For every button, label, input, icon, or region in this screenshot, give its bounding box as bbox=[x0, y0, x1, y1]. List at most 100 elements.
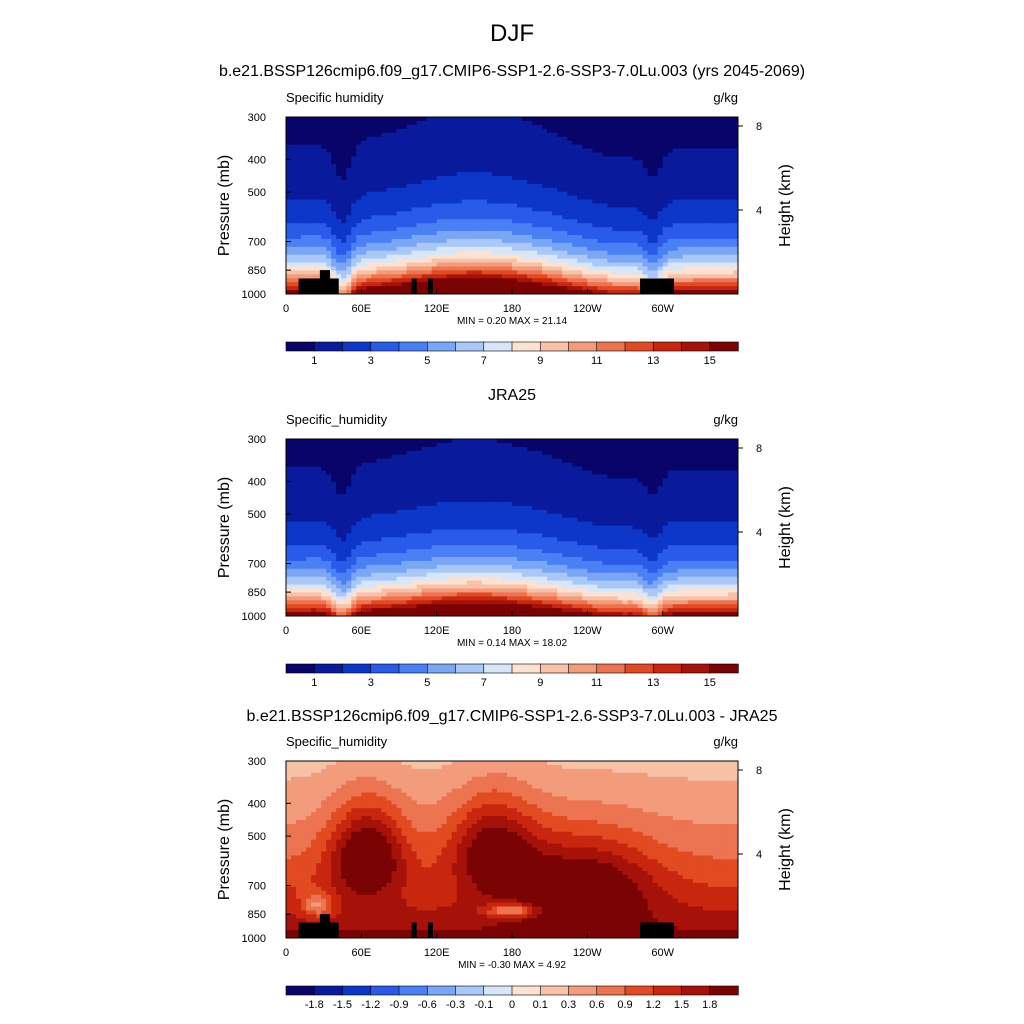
contour-cell bbox=[517, 172, 523, 177]
contour-cell bbox=[517, 278, 523, 283]
contour-cell bbox=[301, 498, 307, 503]
contour-cell bbox=[291, 290, 297, 294]
contour-cell bbox=[657, 140, 664, 146]
contour-cell bbox=[376, 568, 383, 574]
contour-cell bbox=[311, 466, 317, 472]
contour-cell bbox=[471, 128, 478, 134]
contour-cell bbox=[572, 270, 578, 275]
contour-cell bbox=[697, 274, 704, 279]
contour-cell bbox=[361, 588, 367, 593]
contour-cell bbox=[522, 262, 528, 268]
contour-cell bbox=[732, 227, 738, 232]
contour-cell bbox=[341, 557, 347, 562]
contour-cell bbox=[732, 160, 738, 165]
contour-cell bbox=[677, 160, 684, 165]
contour-cell bbox=[717, 282, 724, 287]
contour-cell bbox=[376, 290, 383, 294]
contour-cell bbox=[431, 183, 438, 189]
panel1-variable-label: Specific humidity bbox=[286, 90, 384, 105]
contour-cell bbox=[291, 580, 297, 586]
contour-cell bbox=[321, 568, 327, 574]
contour-cell bbox=[386, 238, 393, 244]
contour-cell bbox=[391, 235, 398, 240]
contour-cell bbox=[577, 286, 583, 291]
contour-cell bbox=[376, 242, 383, 248]
contour-cell bbox=[722, 266, 729, 271]
contour-cell bbox=[336, 117, 342, 122]
contour-cell bbox=[421, 199, 428, 205]
contour-cell bbox=[562, 144, 568, 150]
contour-cell bbox=[381, 144, 388, 150]
contour-cell bbox=[501, 282, 508, 287]
contour-cell bbox=[567, 215, 573, 220]
contour-cell bbox=[376, 124, 383, 130]
contour-cell bbox=[361, 557, 367, 562]
contour-cell bbox=[491, 258, 498, 264]
contour-cell bbox=[712, 223, 719, 228]
contour-cell bbox=[446, 136, 453, 142]
contour-cell bbox=[351, 203, 357, 209]
contour-cell bbox=[562, 242, 568, 248]
contour-cell bbox=[692, 191, 699, 197]
contour-cell bbox=[597, 203, 603, 209]
contour-cell bbox=[481, 152, 488, 157]
contour-cell bbox=[306, 262, 312, 268]
contour-cell bbox=[331, 136, 337, 142]
contour-cell bbox=[346, 608, 352, 613]
contour-cell bbox=[306, 144, 312, 150]
contour-cell bbox=[702, 258, 709, 264]
contour-cell bbox=[466, 183, 473, 189]
contour-cell bbox=[446, 124, 453, 130]
panel2-units-label: g/kg bbox=[713, 412, 738, 427]
contour-cell bbox=[366, 223, 372, 228]
contour-cell bbox=[537, 128, 543, 134]
contour-cell bbox=[356, 604, 362, 609]
contour-cell bbox=[296, 498, 302, 503]
contour-cell bbox=[527, 152, 533, 157]
contour-cell bbox=[371, 557, 377, 562]
contour-cell bbox=[321, 557, 327, 562]
contour-cell bbox=[396, 282, 403, 287]
contour-cell bbox=[537, 254, 543, 260]
contour-cell bbox=[501, 120, 508, 126]
contour-cell bbox=[607, 246, 614, 252]
contour-cell bbox=[371, 148, 377, 153]
contour-cell bbox=[411, 156, 418, 161]
contour-cell bbox=[652, 124, 659, 130]
contour-cell bbox=[732, 195, 738, 201]
contour-cell bbox=[707, 286, 714, 291]
contour-cell bbox=[572, 148, 578, 153]
contour-cell bbox=[506, 219, 513, 224]
contour-cell bbox=[451, 258, 458, 264]
contour-cell bbox=[411, 148, 418, 153]
contour-cell bbox=[501, 144, 508, 150]
contour-cell bbox=[346, 278, 352, 283]
contour-cell bbox=[592, 199, 598, 205]
contour-cell bbox=[416, 156, 423, 161]
contour-cell bbox=[371, 211, 377, 216]
contour-cell bbox=[687, 191, 694, 197]
contour-cell bbox=[361, 152, 367, 157]
contour-cell bbox=[416, 278, 423, 283]
contour-cell bbox=[326, 529, 332, 534]
contour-cell bbox=[311, 553, 317, 558]
contour-cell bbox=[567, 124, 573, 130]
contour-cell bbox=[366, 258, 372, 264]
contour-cell bbox=[396, 120, 403, 126]
contour-cell bbox=[371, 250, 377, 256]
contour-cell bbox=[692, 160, 699, 165]
contour-cell bbox=[692, 132, 699, 138]
contour-cell bbox=[491, 219, 498, 224]
contour-cell bbox=[532, 132, 538, 138]
contour-cell bbox=[612, 152, 619, 157]
contour-cell bbox=[301, 172, 307, 177]
contour-cell bbox=[637, 235, 644, 240]
contour-cell bbox=[316, 152, 322, 157]
contour-cell bbox=[356, 458, 362, 464]
contour-cell bbox=[652, 211, 659, 216]
contour-cell bbox=[416, 179, 423, 185]
contour-cell bbox=[677, 250, 684, 256]
contour-cell bbox=[381, 140, 388, 146]
contour-cell bbox=[496, 290, 503, 294]
contour-cell bbox=[662, 207, 669, 212]
